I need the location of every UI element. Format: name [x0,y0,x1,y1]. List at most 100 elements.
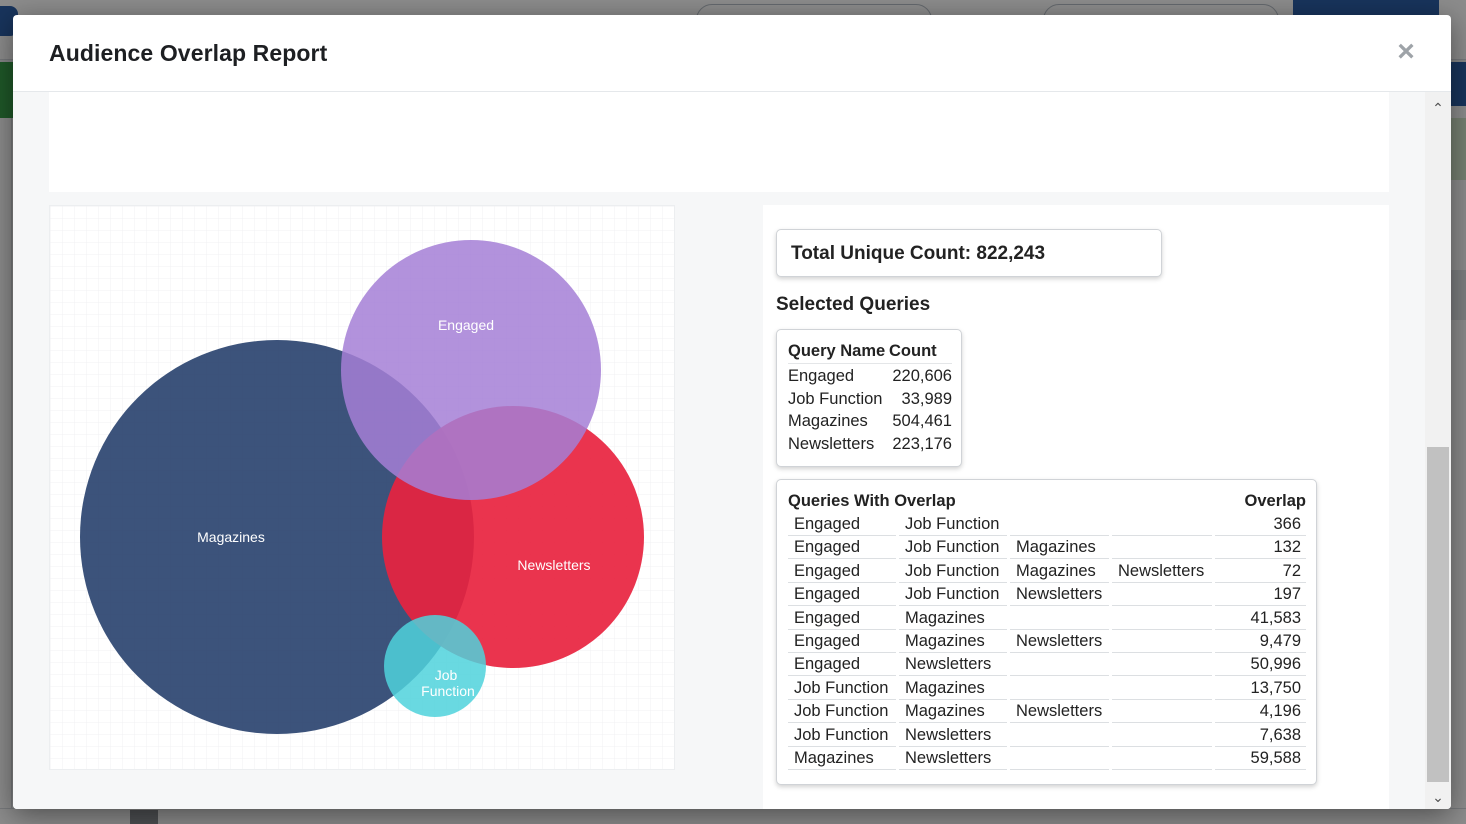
overlap-query-cell [1010,655,1109,677]
venn-label-job-function-line2: Function [421,683,475,699]
venn-circle-engaged[interactable] [341,240,601,500]
overlap-query-cell [1112,538,1212,560]
overlap-query-cell: Engaged [788,562,896,583]
overlap-value-cell: 13,750 [1215,679,1306,700]
query-name-cell: Magazines [788,412,868,430]
overlap-query-cell [1010,515,1109,536]
venn-label-engaged: Engaged [438,317,494,333]
overlap-row: Engaged Magazines 41,583 [788,607,1306,630]
selected-queries-heading: Selected Queries [776,294,931,315]
overlap-query-cell [1112,726,1212,747]
overlap-value-cell: 9,479 [1215,632,1306,653]
background-right-column [1450,62,1466,824]
overlap-query-cell: Newsletters [1010,585,1109,607]
venn-label-newsletters: Newsletters [517,557,590,573]
background-right-tab [1450,270,1466,320]
overlap-row: Magazines Newsletters 59,588 [788,747,1306,770]
overlap-value-cell: 7,638 [1215,726,1306,747]
overlap-row: Engaged Newsletters 50,996 [788,653,1306,677]
overlap-query-cell [1112,655,1212,677]
overlap-value-cell: 366 [1215,515,1306,536]
overlap-value-cell: 41,583 [1215,609,1306,630]
overlap-query-cell [1112,632,1212,653]
overlap-query-cell [1112,702,1212,724]
venn-diagram-panel: Engaged Magazines Newsletters Job Functi… [49,205,675,770]
venn-label-job-function: Job Function [421,667,475,699]
overlap-query-cell: Newsletters [899,726,1007,747]
venn-label-magazines: Magazines [197,529,265,545]
overlap-value-cell: 4,196 [1215,702,1306,724]
overlap-query-cell [1010,679,1109,700]
overlap-row: Engaged Job Function Newsletters 197 [788,583,1306,607]
overlap-query-cell: Magazines [788,749,896,770]
overlap-query-cell [1112,585,1212,607]
overlap-query-cell: Engaged [788,585,896,607]
scroll-up-icon[interactable]: ⌃ [1432,100,1444,116]
total-unique-count-box: Total Unique Count: 822,243 [776,229,1162,277]
count-header: Count [889,342,937,360]
overlap-query-cell: Job Function [788,702,896,724]
overlap-value-cell: 197 [1215,585,1306,607]
venn-label-job-function-line1: Job [435,667,458,683]
venn-circle-job-function[interactable] [384,615,486,717]
selected-queries-table: Query Name Count Engaged 220,606 Job Funct… [776,329,962,467]
query-name-cell: Newsletters [788,434,875,453]
background-right-stat [1450,118,1466,180]
overlap-query-cell: Magazines [899,632,1007,653]
query-name-header: Query Name [788,342,886,360]
overlap-query-cell: Job Function [899,538,1007,560]
modal-title: Audience Overlap Report [49,40,328,66]
overlap-query-cell [1112,609,1212,630]
query-count-cell: 504,461 [892,412,952,430]
scrollbar-thumb[interactable] [1427,447,1449,782]
queries-with-overlap-header: Queries With Overlap [788,492,956,510]
overlap-query-cell: Job Function [899,515,1007,536]
overlap-row: Engaged Magazines Newsletters 9,479 [788,630,1306,653]
audience-overlap-modal: Audience Overlap Report × Engaged Magazi… [13,15,1451,809]
overlap-query-cell: Engaged [788,655,896,677]
overlap-value-cell: 72 [1215,562,1306,583]
overlap-value-cell: 59,588 [1215,749,1306,770]
overlap-query-cell [1010,609,1109,630]
overlap-query-cell: Newsletters [899,655,1007,677]
overlap-value-cell: 50,996 [1215,655,1306,677]
overlap-row: Job Function Newsletters 7,638 [788,724,1306,747]
overlap-header: Overlap [1244,492,1306,510]
overlap-query-cell [1010,726,1109,747]
results-panel: Total Unique Count: 822,243 Selected Que… [763,205,1389,809]
scroll-down-icon[interactable]: ⌄ [1432,789,1444,805]
overlap-query-cell [1112,515,1212,536]
modal-header: Audience Overlap Report × [13,15,1451,92]
query-count-cell: 223,176 [892,434,952,453]
query-row: Engaged 220,606 [788,367,952,389]
overlap-query-cell: Engaged [788,632,896,653]
overlap-query-cell: Newsletters [899,749,1007,770]
query-row: Job Function 33,989 [788,390,952,412]
overlap-query-cell [1010,749,1109,770]
query-row: Newsletters 223,176 [788,435,952,457]
overlap-query-cell: Newsletters [1112,562,1212,583]
overlap-row: Engaged Job Function Magazines 132 [788,536,1306,560]
overlap-query-cell: Magazines [899,609,1007,630]
overlap-query-cell: Magazines [1010,562,1109,583]
overlap-query-cell: Engaged [788,609,896,630]
overlap-query-cell: Engaged [788,538,896,560]
overlap-query-cell: Job Function [788,679,896,700]
overlap-row: Engaged Job Function 366 [788,513,1306,536]
modal-body: Engaged Magazines Newsletters Job Functi… [13,92,1425,809]
close-icon[interactable]: × [1397,35,1415,68]
overlap-query-cell: Newsletters [1010,632,1109,653]
query-count-cell: 33,989 [901,389,952,408]
query-table-divider [788,363,952,364]
query-name-cell: Job Function [788,389,883,408]
modal-scrollbar[interactable]: ⌃ ⌄ [1425,92,1451,809]
background-green-strip [0,62,14,118]
overlap-query-cell: Magazines [899,679,1007,700]
overlap-query-cell: Engaged [788,515,896,536]
overlap-query-cell: Magazines [1010,538,1109,560]
query-count-cell: 220,606 [892,367,952,385]
overlap-query-cell: Magazines [899,702,1007,724]
background-footer-handle [130,810,158,824]
overlap-query-cell: Newsletters [1010,702,1109,724]
overlap-query-cell: Job Function [899,585,1007,607]
